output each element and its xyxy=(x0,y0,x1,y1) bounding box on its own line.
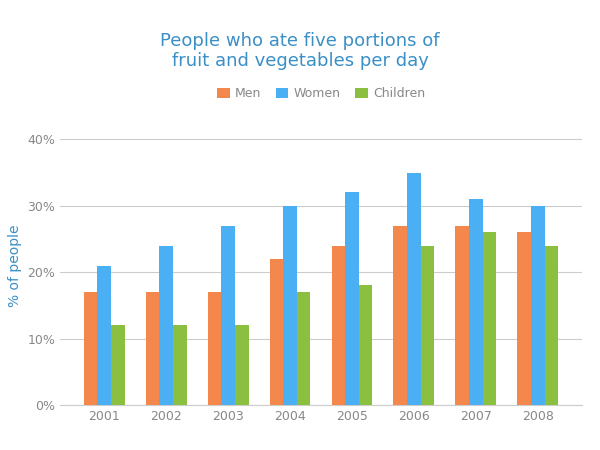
Bar xyxy=(482,232,496,405)
Bar xyxy=(221,225,235,405)
Bar xyxy=(297,292,310,405)
Bar xyxy=(517,232,531,405)
Bar xyxy=(84,292,97,405)
Bar xyxy=(332,246,345,405)
Bar xyxy=(97,266,111,405)
Y-axis label: % of people: % of people xyxy=(8,224,22,307)
Bar xyxy=(345,193,359,405)
Bar xyxy=(235,325,248,405)
Bar xyxy=(359,285,373,405)
Bar xyxy=(545,246,558,405)
Bar xyxy=(146,292,160,405)
Bar xyxy=(394,225,407,405)
Bar xyxy=(173,325,187,405)
Text: People who ate five portions of
fruit and vegetables per day: People who ate five portions of fruit an… xyxy=(160,32,440,70)
Bar xyxy=(531,206,545,405)
Bar xyxy=(269,259,283,405)
Bar xyxy=(208,292,221,405)
Bar xyxy=(111,325,125,405)
Bar xyxy=(421,246,434,405)
Legend: Men, Women, Children: Men, Women, Children xyxy=(212,82,430,105)
Bar xyxy=(283,206,297,405)
Bar xyxy=(160,246,173,405)
Bar xyxy=(469,199,482,405)
Bar xyxy=(407,172,421,405)
Bar xyxy=(455,225,469,405)
